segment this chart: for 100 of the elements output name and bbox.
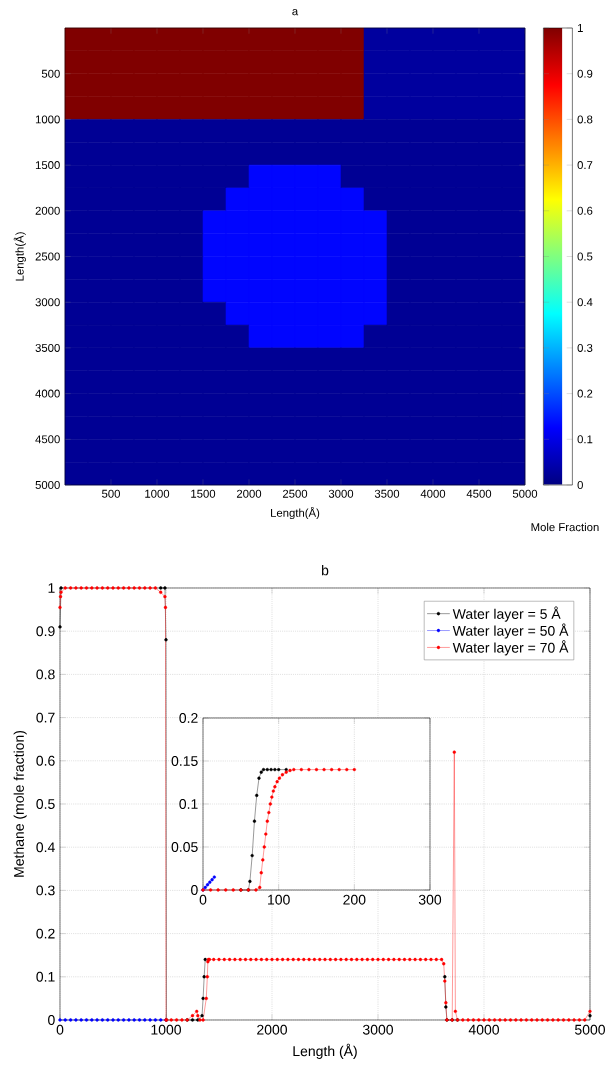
y-tick-label: 4000 (35, 389, 60, 398)
point (163, 586, 167, 590)
y-tick-label: 0.15 (171, 756, 198, 766)
x-tick-label: 300 (418, 894, 442, 905)
y-tick-label: 0.1 (179, 799, 198, 809)
x-axis-title: Length (Å) (293, 1043, 357, 1059)
point (269, 767, 273, 772)
point (95, 1018, 99, 1022)
color-bar-title: Mole Fraction (531, 522, 599, 532)
y-tick-label: 0.2 (36, 928, 55, 939)
x-tick-label: 1500 (191, 489, 216, 498)
x-tick-label: 2500 (282, 489, 308, 498)
point (79, 1018, 83, 1022)
x-axis-title: Length(Å) (271, 506, 320, 520)
y-tick-label: 2000 (35, 206, 60, 215)
color-bar-label: 0.2 (577, 389, 593, 398)
x-tick-label: 2000 (236, 489, 262, 498)
point (443, 975, 447, 979)
point (261, 858, 265, 862)
point (164, 638, 168, 642)
x-tick-label: 200 (343, 894, 366, 905)
x-tick-label: 4000 (468, 1024, 500, 1035)
point (322, 767, 326, 772)
point (116, 1018, 120, 1022)
point (137, 1018, 142, 1022)
y-tick-label: 0.3 (36, 885, 55, 896)
point (299, 767, 304, 772)
point (292, 767, 296, 772)
point (345, 767, 349, 772)
y-tick-label: 0.7 (36, 712, 55, 723)
color-bar-label: 0.5 (577, 252, 593, 261)
point (200, 1014, 204, 1018)
x-tick-label: 4000 (420, 489, 446, 498)
point (271, 789, 276, 793)
x-tick-label: 500 (102, 489, 120, 498)
legend-label: Water layer = 50 Å (452, 623, 569, 639)
x-tick-label: 2000 (257, 1024, 288, 1035)
y-tick-label: 0.05 (171, 842, 198, 852)
point (148, 1018, 152, 1022)
point (59, 586, 63, 590)
point (111, 1018, 115, 1022)
y-tick-label: 0.1 (36, 971, 55, 982)
point (267, 810, 271, 815)
point (248, 879, 252, 884)
point (153, 1018, 158, 1022)
x-tick-label: 3000 (362, 1024, 394, 1035)
y-tick-label: 2500 (35, 252, 60, 261)
point (273, 785, 277, 789)
point (224, 888, 228, 892)
x-tick-label: 3000 (328, 489, 354, 498)
point (252, 819, 257, 823)
y-tick-label: 0 (48, 1015, 55, 1025)
point (159, 1018, 163, 1022)
point (68, 1018, 73, 1022)
x-tick-label: 0 (199, 894, 207, 905)
point (100, 1018, 105, 1022)
point (74, 1018, 78, 1022)
x-tick-label: 100 (268, 894, 290, 905)
color-bar-label: 0.4 (577, 298, 593, 307)
y-tick-label: 0.6 (36, 755, 55, 766)
point (208, 888, 213, 892)
point (329, 767, 334, 772)
y-tick-label: 0 (191, 885, 198, 895)
point (307, 767, 311, 772)
point (212, 875, 217, 879)
point (264, 832, 268, 836)
x-tick-label: 4500 (466, 489, 492, 498)
color-bar-label: 1 (577, 24, 583, 32)
point (143, 1018, 147, 1022)
legend-label: Water layer = 5 Å (452, 606, 561, 622)
point (277, 767, 281, 772)
y-tick-label: 1 (48, 583, 55, 593)
point (259, 770, 263, 774)
point (265, 767, 269, 772)
point (121, 1018, 126, 1022)
color-bar-label: 0.3 (577, 343, 593, 352)
chart-title: b (322, 565, 329, 576)
point (231, 888, 235, 892)
x-tick-label: 1000 (151, 1024, 182, 1035)
y-tick-label: 3500 (35, 343, 60, 352)
point (314, 767, 319, 772)
color-bar-label: 0.8 (577, 115, 593, 124)
point (254, 888, 258, 892)
point (90, 1018, 94, 1022)
point (265, 819, 269, 823)
point (262, 845, 266, 849)
y-tick-label: 500 (41, 69, 60, 78)
color-bar-label: 0 (577, 480, 583, 489)
x-tick-label: 5000 (512, 489, 538, 498)
point (250, 853, 254, 858)
color-bar-label: 0.1 (577, 435, 593, 444)
point (288, 768, 292, 773)
chart-title: a (292, 9, 299, 16)
point (257, 776, 261, 780)
point (444, 1005, 448, 1009)
y-tick-label: 0.9 (36, 626, 55, 637)
y-tick-label: 0.2 (179, 713, 198, 723)
point (132, 1018, 136, 1022)
color-bar-label: 0.7 (577, 161, 593, 170)
point (106, 1018, 110, 1022)
